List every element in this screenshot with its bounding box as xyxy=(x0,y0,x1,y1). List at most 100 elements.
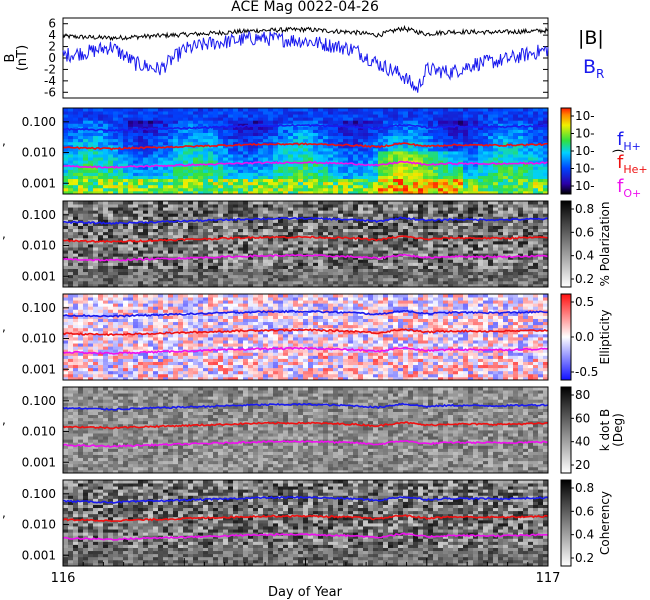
heatmap-cell xyxy=(533,132,539,137)
heatmap-cell xyxy=(388,277,394,282)
heatmap-cell xyxy=(278,172,284,176)
heatmap-cell xyxy=(398,169,404,173)
heatmap-cell xyxy=(228,117,234,121)
heatmap-cell xyxy=(518,132,524,137)
heatmap-cell xyxy=(438,157,444,161)
heatmap-cell xyxy=(238,129,244,133)
heatmap-cell xyxy=(63,160,69,164)
heatmap-cell xyxy=(88,129,94,133)
heatmap-cell xyxy=(108,280,114,285)
heatmap-cell xyxy=(528,181,534,186)
heatmap-cell xyxy=(358,157,364,161)
heatmap-cell xyxy=(243,201,249,205)
heatmap-cell xyxy=(133,190,139,195)
heatmap-cell xyxy=(298,108,304,112)
heatmap-cell xyxy=(418,228,424,233)
heatmap-cell xyxy=(503,178,509,183)
heatmap-cell xyxy=(123,265,129,269)
heatmap-cell xyxy=(448,120,454,124)
heatmap-cell xyxy=(203,222,209,226)
heatmap-cell xyxy=(68,187,74,192)
heatmap-cell xyxy=(328,201,334,205)
heatmap-cell xyxy=(378,262,384,266)
heatmap-cell xyxy=(63,154,69,158)
heatmap-cell xyxy=(248,144,254,149)
heatmap-cell xyxy=(98,225,104,230)
heatmap-cell xyxy=(353,271,359,276)
heatmap-cell xyxy=(138,210,144,214)
heatmap-cell xyxy=(118,111,124,115)
heatmap-cell xyxy=(78,222,84,226)
heatmap-cell xyxy=(303,210,309,214)
heatmap-cell xyxy=(423,135,429,140)
heatmap-cell xyxy=(313,166,319,170)
heatmap-cell xyxy=(493,178,499,183)
heatmap-cell xyxy=(123,163,129,167)
heatmap-cell xyxy=(218,178,224,183)
heatmap-cell xyxy=(93,138,99,143)
heatmap-cell xyxy=(393,132,399,137)
panel-power-colorbar xyxy=(560,107,572,195)
heatmap-cell xyxy=(368,247,374,251)
heatmap-cell xyxy=(98,213,104,217)
heatmap-cell xyxy=(418,271,424,276)
heatmap-cell xyxy=(233,210,239,214)
heatmap-cell xyxy=(518,163,524,167)
heatmap-cell xyxy=(108,111,114,115)
heatmap-cell xyxy=(108,120,114,124)
heatmap-cell xyxy=(338,204,344,208)
heatmap-cell xyxy=(398,271,404,276)
heatmap-cell xyxy=(218,265,224,269)
heatmap-cell xyxy=(318,178,324,183)
heatmap-cell xyxy=(223,111,229,115)
heatmap-cell xyxy=(233,207,239,211)
heatmap-cell xyxy=(388,222,394,226)
heatmap-cell xyxy=(258,187,264,192)
heatmap-cell xyxy=(108,172,114,176)
heatmap-cell xyxy=(523,108,529,112)
heatmap-cell xyxy=(68,274,74,279)
heatmap-cell xyxy=(203,178,209,183)
heatmap-cell xyxy=(303,157,309,161)
heatmap-cell xyxy=(268,247,274,251)
heatmap-cell xyxy=(168,253,174,257)
heatmap-cell xyxy=(503,108,509,112)
heatmap-cell xyxy=(328,187,334,192)
heatmap-cell xyxy=(373,240,379,245)
heatmap-cell xyxy=(363,228,369,233)
heatmap-cell xyxy=(528,120,534,124)
heatmap-cell xyxy=(103,147,109,152)
heatmap-cell xyxy=(428,280,434,285)
heatmap-cell xyxy=(283,108,289,112)
heatmap-cell xyxy=(163,274,169,279)
heatmap-cell xyxy=(393,129,399,133)
heatmap-cell xyxy=(293,247,299,251)
heatmap-cell xyxy=(143,114,149,118)
heatmap-cell xyxy=(393,256,399,260)
heatmap-cell xyxy=(433,147,439,152)
heatmap-cell xyxy=(538,114,544,118)
heatmap-cell xyxy=(308,178,314,183)
heatmap-cell xyxy=(203,126,209,130)
heatmap-cell xyxy=(223,108,229,112)
heatmap-cell xyxy=(283,204,289,208)
heatmap-cell xyxy=(213,132,219,137)
heatmap-cell xyxy=(108,265,114,269)
heatmap-cell xyxy=(398,280,404,285)
heatmap-cell xyxy=(348,129,354,133)
heatmap-cell xyxy=(418,151,424,155)
heatmap-cell xyxy=(93,277,99,282)
heatmap-cell xyxy=(308,187,314,192)
heatmap-cell xyxy=(343,207,349,211)
heatmap-cell xyxy=(453,207,459,211)
heatmap-cell xyxy=(383,231,389,236)
heatmap-cell xyxy=(168,250,174,254)
heatmap-cell xyxy=(363,262,369,266)
heatmap-cell xyxy=(418,123,424,127)
heatmap-cell xyxy=(103,253,109,257)
heatmap-cell xyxy=(78,181,84,186)
heatmap-cell xyxy=(343,259,349,263)
heatmap-cell xyxy=(503,163,509,167)
heatmap-cell xyxy=(293,225,299,230)
heatmap-cell xyxy=(208,216,214,220)
